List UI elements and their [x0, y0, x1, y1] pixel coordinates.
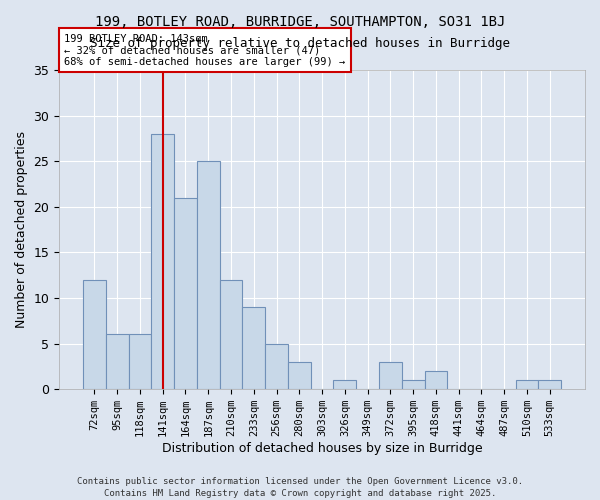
Text: 199, BOTLEY ROAD, BURRIDGE, SOUTHAMPTON, SO31 1BJ: 199, BOTLEY ROAD, BURRIDGE, SOUTHAMPTON,…: [95, 15, 505, 29]
Bar: [288, 362, 311, 389]
Bar: [83, 280, 106, 389]
Bar: [242, 307, 265, 389]
Bar: [220, 280, 242, 389]
Text: 199 BOTLEY ROAD: 143sqm
← 32% of detached houses are smaller (47)
68% of semi-de: 199 BOTLEY ROAD: 143sqm ← 32% of detache…: [64, 34, 346, 67]
Bar: [515, 380, 538, 389]
Bar: [425, 371, 447, 389]
X-axis label: Distribution of detached houses by size in Burridge: Distribution of detached houses by size …: [162, 442, 482, 455]
Text: Contains public sector information licensed under the Open Government Licence v3: Contains public sector information licen…: [77, 477, 523, 486]
Bar: [174, 198, 197, 389]
Bar: [106, 334, 128, 389]
Text: Contains HM Land Registry data © Crown copyright and database right 2025.: Contains HM Land Registry data © Crown c…: [104, 488, 496, 498]
Bar: [538, 380, 561, 389]
Bar: [151, 134, 174, 389]
Bar: [197, 161, 220, 389]
Text: Size of property relative to detached houses in Burridge: Size of property relative to detached ho…: [90, 38, 510, 51]
Bar: [265, 344, 288, 389]
Bar: [128, 334, 151, 389]
Bar: [402, 380, 425, 389]
Bar: [379, 362, 402, 389]
Y-axis label: Number of detached properties: Number of detached properties: [15, 131, 28, 328]
Bar: [334, 380, 356, 389]
